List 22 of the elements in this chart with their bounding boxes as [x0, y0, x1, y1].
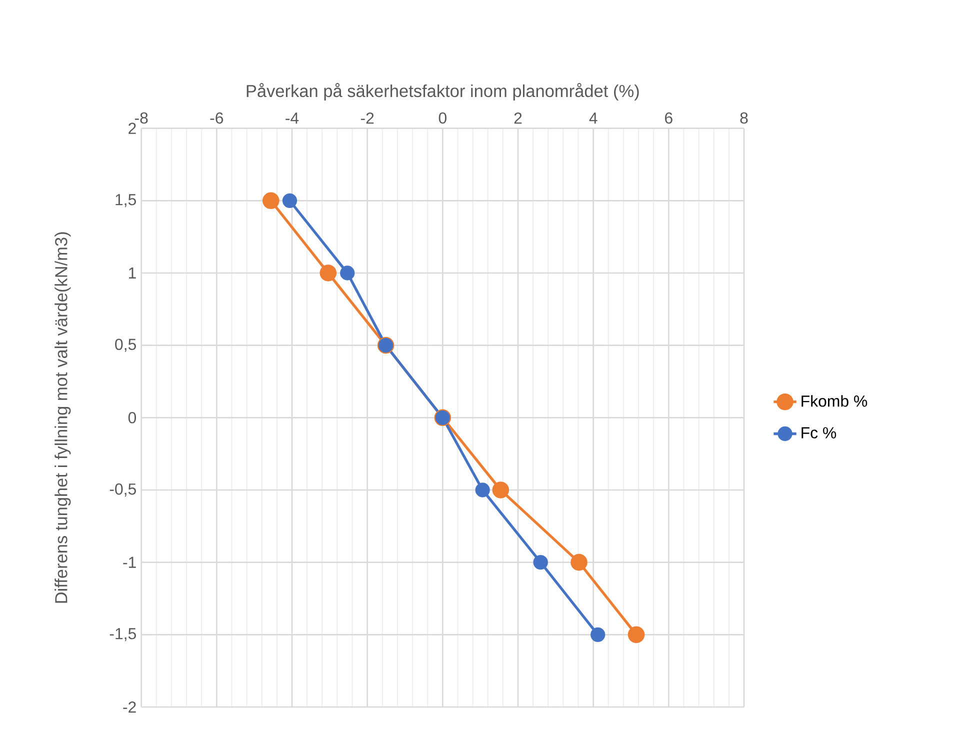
x-tick-label: -4	[286, 112, 299, 124]
legend-label: Fc %	[802, 427, 836, 438]
y-tick-label: 0,5	[115, 338, 136, 352]
x-tick-label: 4	[589, 112, 598, 124]
x-tick-label: 6	[665, 112, 672, 124]
x-axis-title: Påverkan på säkerhetsfaktor inom planområdet (%)	[246, 83, 639, 101]
y-tick-label: 0	[128, 412, 136, 424]
x-tick-label: -6	[210, 112, 224, 124]
y-tick-label: 2	[128, 122, 136, 134]
y-tick-label: -2	[123, 701, 136, 713]
x-tick-label: 8	[740, 112, 748, 124]
y-axis-title: Differens tunghet i fyllning mot valt värde(kN/m3)	[54, 232, 71, 603]
x-tick-label: 2	[514, 112, 522, 124]
y-tick-label: 1,5	[116, 194, 136, 208]
x-tick-label: -2	[360, 112, 374, 124]
y-tick-label: 1	[128, 268, 136, 278]
legend-label: Fkomb %	[802, 395, 868, 407]
x-tick-label: -8	[134, 112, 148, 124]
y-tick-label: -0,5	[110, 483, 136, 497]
y-tick-label: -1	[123, 556, 136, 568]
y-tick-label: -1,5	[110, 628, 136, 642]
x-tick-label: 0	[438, 112, 446, 124]
